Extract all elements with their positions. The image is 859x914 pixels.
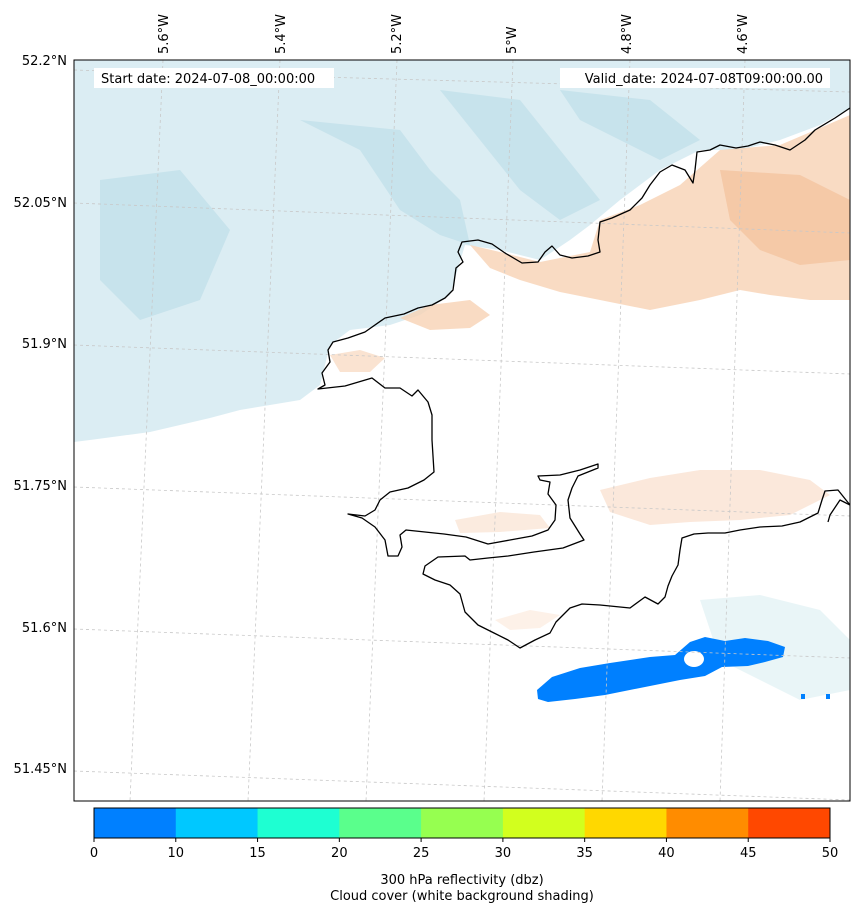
lon-gridline [365, 60, 398, 801]
cloud-cover-core [100, 90, 700, 320]
colorbar-tick-label: 40 [658, 846, 675, 861]
lat-label: 51.45°N [14, 762, 67, 777]
lon-label: 5.2°W [390, 14, 405, 54]
colorbar-tick-label: 25 [413, 846, 430, 861]
start-date-box [94, 68, 334, 88]
lon-label: 5.4°W [274, 14, 289, 54]
colorbar-segment [666, 808, 749, 838]
colorbar-title: 300 hPa reflectivity (dbz) [380, 873, 543, 888]
lat-axis-labels: 52.2°N 52.05°N 51.9°N 51.75°N 51.6°N 51.… [14, 54, 67, 777]
colorbar-frame [93, 807, 831, 839]
colorbar-tick-label: 10 [168, 846, 185, 861]
warm-shading-core [720, 170, 850, 265]
coastline [317, 107, 850, 649]
colorbar-segment [257, 808, 340, 838]
lon-axis-labels: 5.6°W 5.4°W 5.2°W 5°W 4.8°W 4.6°W [157, 14, 751, 54]
valid-date-box [560, 68, 830, 88]
valid-date-label: Valid_date: 2024-07-08T09:00:00.00 [585, 72, 823, 87]
colorbar-tick-label: 50 [822, 846, 839, 861]
reflectivity-speck-2 [826, 694, 830, 699]
map-frame [73, 59, 851, 802]
warm-shading-south [495, 610, 560, 630]
lat-label: 51.75°N [14, 479, 67, 494]
colorbar-segment [502, 808, 586, 838]
warm-shading-north [470, 115, 850, 310]
colorbar-tick-label: 15 [249, 846, 266, 861]
colorbar-tick-label: 30 [495, 846, 512, 861]
warm-shading-patch-2 [330, 350, 385, 372]
colorbar-segment [748, 808, 831, 838]
graticule [74, 60, 850, 801]
lat-label: 52.2°N [22, 54, 67, 69]
colorbar-tick-label: 45 [740, 846, 757, 861]
lon-gridline [247, 60, 281, 801]
colorbar-segment [175, 808, 259, 838]
colorbar-subtitle: Cloud cover (white background shading) [330, 889, 594, 904]
colorbar-ticks: 0 10 15 20 25 30 35 40 45 50 [90, 838, 838, 861]
colorbar: 0 10 15 20 25 30 35 40 45 50 300 hPa reflectivity… [90, 807, 838, 904]
lon-label: 4.8°W [620, 14, 635, 54]
colorbar-segment [421, 808, 504, 838]
map-panel: Start date: 2024-07-08_00:00:00 Valid_da… [74, 60, 850, 801]
lat-label: 51.9°N [22, 337, 67, 352]
warm-shading-bay [455, 512, 550, 533]
colorbar-tick-label: 0 [90, 846, 98, 861]
coastline-north [317, 107, 850, 649]
coastline-east [827, 499, 850, 523]
lon-label: 5.6°W [157, 14, 172, 54]
warm-shading-east [600, 470, 830, 525]
reflectivity-speck-1 [801, 694, 805, 699]
colorbar-segment [339, 808, 422, 838]
warm-shading-patch-1 [400, 300, 490, 330]
start-date-label: Start date: 2024-07-08_00:00:00 [101, 72, 315, 87]
colorbar-tick-label: 20 [331, 846, 348, 861]
colorbar-segment [584, 808, 667, 838]
lat-label: 52.05°N [14, 196, 67, 211]
colorbar-tick-label: 35 [576, 846, 593, 861]
lat-label: 51.6°N [22, 621, 67, 636]
lon-label: 5°W [505, 26, 520, 54]
lon-gridline [129, 60, 164, 801]
lon-label: 4.6°W [736, 14, 751, 54]
colorbar-segment [94, 808, 177, 838]
colorbar-segments [94, 808, 831, 838]
